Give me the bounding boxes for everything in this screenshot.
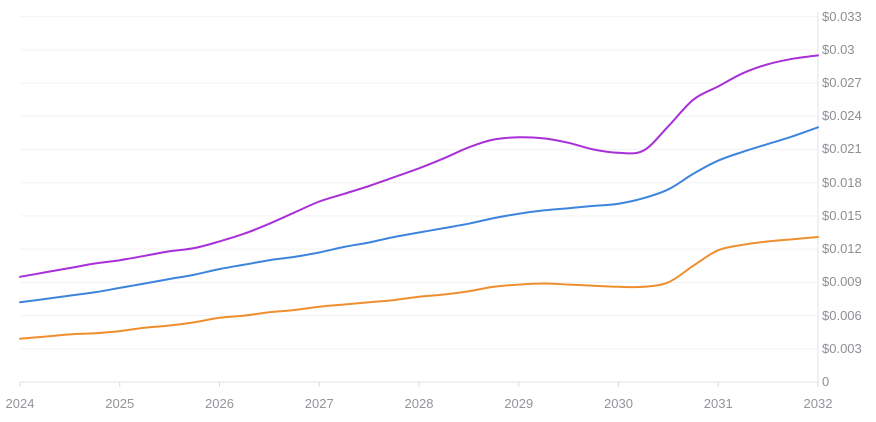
y-axis-label: $0.012 <box>822 241 862 257</box>
y-axis-label: $0.024 <box>822 108 862 124</box>
x-axis-label: 2028 <box>404 396 434 411</box>
y-axis-label: $0.009 <box>822 274 862 290</box>
y-axis-label: $0.006 <box>822 307 862 323</box>
x-axis-label: 2030 <box>604 396 633 411</box>
y-axis-label: $0.03 <box>822 41 855 57</box>
y-axis-label: $0.027 <box>822 75 862 91</box>
x-axis-label: 2025 <box>105 396 135 411</box>
y-axis-label: 0 <box>822 374 830 389</box>
y-axis-label: $0.021 <box>822 141 862 157</box>
x-axis-label: 2032 <box>803 396 833 411</box>
y-axis-label: $0.003 <box>822 340 862 356</box>
y-axis-label: $0.033 <box>822 8 862 24</box>
y-axis-label: $0.015 <box>822 207 862 223</box>
series-blue-line <box>19 126 819 304</box>
x-axis-label: 2029 <box>504 396 534 411</box>
x-axis-label: 2027 <box>304 396 334 411</box>
series-orange-line <box>19 236 819 340</box>
series-purple-line <box>19 54 819 278</box>
x-axis-label: 2031 <box>703 396 733 411</box>
x-axis-label: 2024 <box>5 396 35 411</box>
x-axis-label: 2026 <box>205 396 234 411</box>
y-axis-label: $0.018 <box>822 174 862 190</box>
